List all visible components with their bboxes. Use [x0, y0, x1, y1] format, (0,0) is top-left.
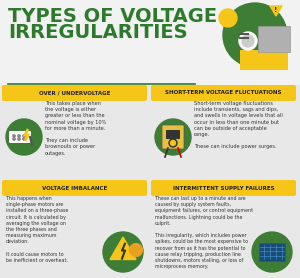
Text: IRREGULARITIES: IRREGULARITIES — [8, 23, 188, 42]
FancyBboxPatch shape — [2, 181, 147, 276]
Circle shape — [23, 138, 25, 140]
FancyBboxPatch shape — [151, 181, 296, 276]
Polygon shape — [270, 6, 282, 16]
FancyBboxPatch shape — [151, 86, 296, 178]
Text: This takes place when
the voltage is either
greater or less than the
nominal vol: This takes place when the voltage is eit… — [45, 101, 106, 156]
Text: These can last up to a minute and are
caused by supply system faults,
equipment : These can last up to a minute and are ca… — [155, 196, 253, 269]
Circle shape — [13, 138, 15, 140]
FancyBboxPatch shape — [166, 130, 180, 139]
Polygon shape — [110, 237, 136, 259]
FancyBboxPatch shape — [259, 243, 285, 261]
FancyBboxPatch shape — [240, 50, 288, 70]
Text: This happens when
single-phase motors are
installed on a three-phase
circuit. It: This happens when single-phase motors ar… — [6, 196, 68, 263]
Circle shape — [18, 135, 20, 137]
Circle shape — [223, 3, 287, 67]
Circle shape — [18, 138, 20, 140]
Circle shape — [23, 135, 25, 137]
FancyBboxPatch shape — [2, 180, 147, 196]
Circle shape — [6, 119, 42, 155]
FancyBboxPatch shape — [162, 125, 184, 149]
FancyBboxPatch shape — [2, 85, 147, 101]
Circle shape — [252, 232, 292, 272]
FancyBboxPatch shape — [151, 85, 296, 101]
FancyBboxPatch shape — [0, 0, 300, 85]
Circle shape — [103, 232, 143, 272]
Circle shape — [169, 139, 177, 147]
Text: SHORT-TERM VOLTAGE FLUCTUATIONS: SHORT-TERM VOLTAGE FLUCTUATIONS — [165, 91, 282, 96]
Circle shape — [130, 244, 142, 256]
FancyBboxPatch shape — [258, 26, 290, 52]
Circle shape — [170, 140, 175, 145]
Text: OVER / UNDERVOLTAGE: OVER / UNDERVOLTAGE — [39, 91, 110, 96]
FancyBboxPatch shape — [9, 131, 31, 143]
Circle shape — [242, 35, 254, 47]
Text: INTERMITTENT SUPPLY FAILURES: INTERMITTENT SUPPLY FAILURES — [173, 185, 274, 190]
Text: TYPES OF VOLTAGE: TYPES OF VOLTAGE — [8, 7, 217, 26]
Circle shape — [155, 119, 191, 155]
Circle shape — [13, 135, 15, 137]
Text: VOLTAGE IMBALANCE: VOLTAGE IMBALANCE — [42, 185, 107, 190]
FancyBboxPatch shape — [2, 86, 147, 178]
Text: Short-term voltage fluctuations
include transients, sags and dips,
and swells in: Short-term voltage fluctuations include … — [194, 101, 283, 149]
Text: !: ! — [274, 7, 278, 13]
Circle shape — [239, 32, 257, 50]
FancyBboxPatch shape — [151, 180, 296, 196]
Circle shape — [219, 9, 237, 27]
